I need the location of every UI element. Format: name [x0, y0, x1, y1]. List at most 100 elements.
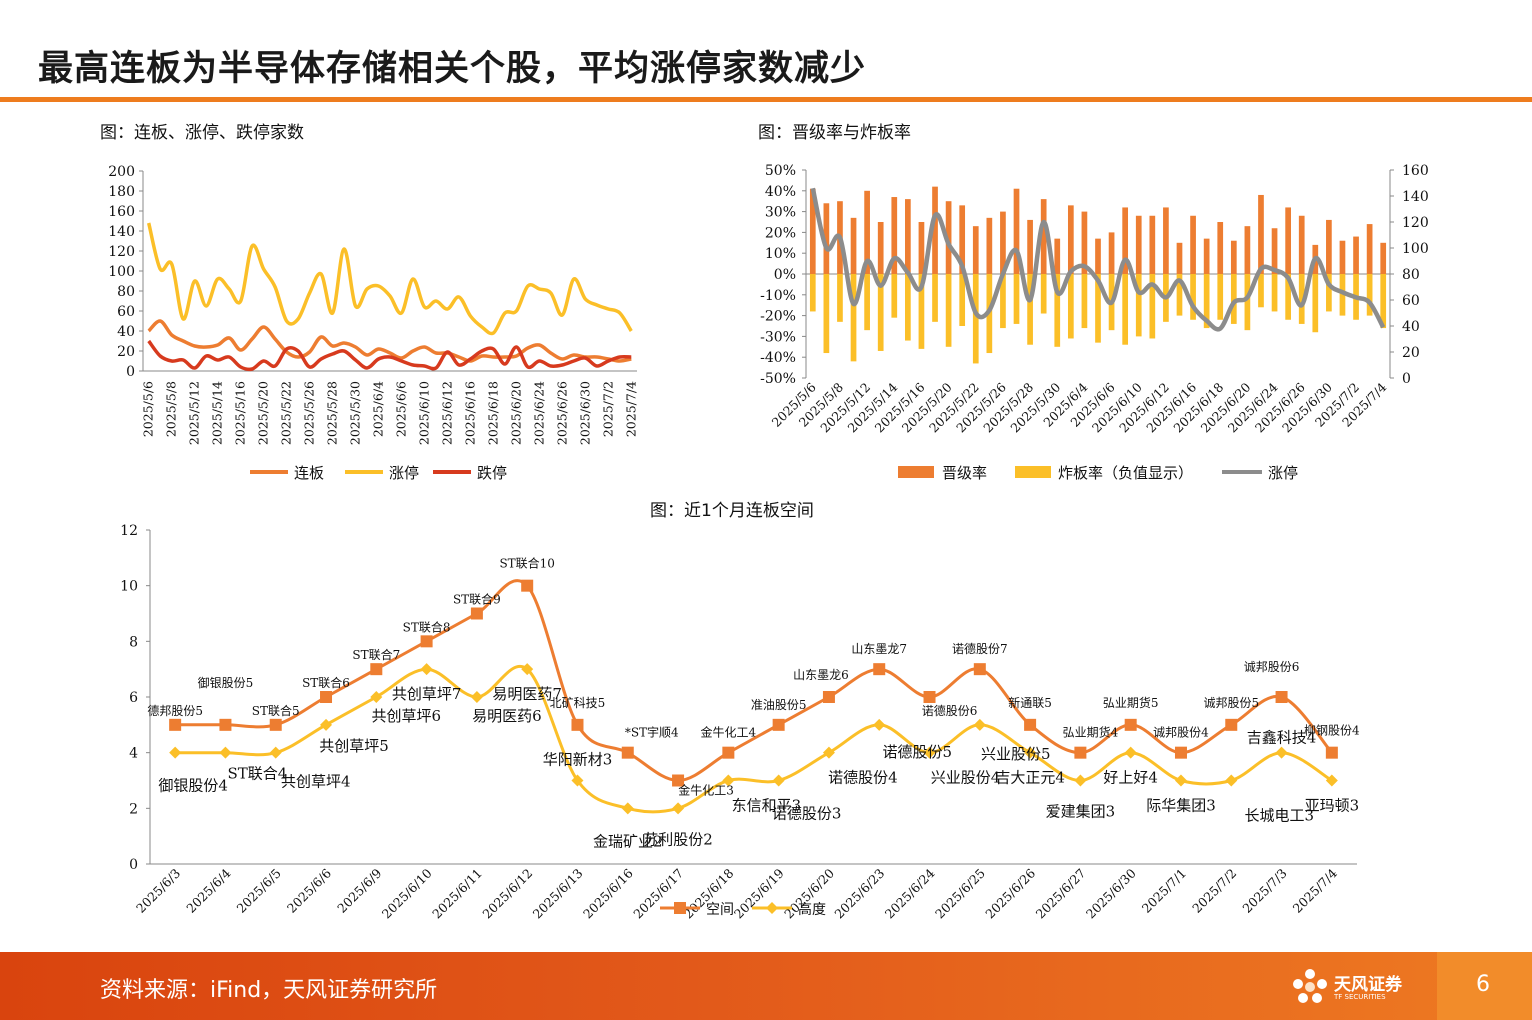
y-tick-label: 20: [117, 344, 135, 360]
bar: [945, 201, 952, 274]
data-label: ST联合4: [228, 765, 288, 783]
bar: [1040, 199, 1047, 274]
x-tick-label: 2025/6/18: [485, 381, 500, 445]
left-tick-label: 40%: [765, 184, 796, 200]
data-marker: [420, 635, 433, 648]
x-tick-label: 2025/6/27: [1033, 865, 1089, 921]
data-marker: [873, 718, 886, 731]
data-marker: [1074, 774, 1087, 787]
data-label: 亚玛顿3: [1305, 797, 1360, 815]
right-tick-label: 140: [1402, 189, 1429, 205]
data-marker: [923, 746, 936, 759]
data-marker: [169, 718, 182, 731]
y-tick-label: 2: [129, 801, 138, 817]
data-label: 诚邦股份4: [1153, 726, 1209, 740]
bar: [1095, 274, 1101, 343]
bar: [1040, 274, 1047, 314]
data-label: 德邦股份5: [147, 703, 203, 718]
bar: [1339, 274, 1346, 316]
source-note: 资料来源：iFind，天风证券研究所: [100, 978, 438, 1003]
bar: [809, 188, 816, 274]
data-marker: [973, 663, 986, 676]
x-tick-label: 2025/6/23: [831, 865, 887, 921]
bar: [918, 222, 925, 274]
right-tick-label: 20: [1402, 345, 1420, 361]
bar: [1244, 274, 1251, 331]
data-label: 诺德股份5: [882, 743, 952, 761]
x-tick-label: 2025/5/14: [210, 381, 225, 445]
bar: [1013, 274, 1020, 324]
data-marker: [470, 691, 483, 703]
x-tick-label: 2025/5/8: [164, 381, 179, 437]
data-label: ST联合7: [352, 647, 400, 662]
bar: [1000, 211, 1006, 274]
bar: [1298, 274, 1305, 324]
data-label: 共创草坪4: [281, 773, 351, 791]
y-tick-label: 180: [108, 184, 135, 200]
data-label: ST联合8: [403, 619, 451, 634]
bar: [986, 217, 993, 274]
bar: [1135, 274, 1142, 337]
y-tick-label: 100: [108, 264, 135, 280]
bar: [1163, 207, 1169, 274]
bar: [972, 226, 979, 274]
logo-name: 天风证券: [1334, 975, 1402, 995]
left-tick-label: 30%: [765, 205, 796, 221]
x-tick-label: 2025/7/4: [623, 381, 638, 437]
flower-logo-icon: [1293, 969, 1327, 1003]
x-tick-label: 2025/6/10: [379, 865, 435, 921]
x-tick-label: 2025/6/26: [554, 381, 569, 445]
x-tick-label: 2025/6/30: [1083, 865, 1139, 921]
legend-label: 涨停: [1268, 464, 1298, 482]
right-tick-label: 120: [1402, 215, 1429, 231]
bar: [945, 274, 952, 347]
bar: [1230, 240, 1237, 274]
data-label: 弘业期货5: [1103, 695, 1159, 710]
data-label: 长城电工3: [1244, 807, 1314, 825]
bar: [1353, 236, 1359, 274]
data-marker: [873, 663, 886, 676]
bar: [877, 222, 884, 274]
bar: [1203, 238, 1210, 274]
legend-marker: [674, 902, 686, 914]
left-tick-label: -50%: [760, 371, 796, 387]
x-tick-label: 2025/5/22: [279, 381, 294, 445]
x-tick-label: 2025/6/19: [731, 865, 787, 921]
bar: [1190, 274, 1196, 320]
data-marker: [420, 663, 433, 676]
data-marker: [370, 663, 383, 676]
bar: [1285, 207, 1291, 274]
data-marker: [772, 774, 785, 787]
x-tick-label: 2025/6/16: [462, 381, 477, 445]
data-label: 吉鑫科技4: [1247, 729, 1317, 747]
data-label: 共创草坪6: [372, 707, 442, 725]
page-title: 最高连板为半导体存储相关个股，平均涨停家数减少: [38, 49, 867, 89]
data-marker: [169, 746, 182, 759]
bar: [1285, 274, 1291, 320]
legend-label: 晋级率: [942, 464, 987, 482]
bar: [1258, 274, 1264, 308]
bar: [905, 199, 911, 274]
bar: [891, 274, 898, 318]
bar: [1027, 274, 1033, 345]
data-marker: [672, 774, 685, 787]
data-marker: [1024, 718, 1037, 731]
bar: [1312, 274, 1319, 333]
data-label: ST联合5: [252, 703, 300, 718]
x-tick-label: 2025/6/24: [531, 381, 546, 445]
bar: [1122, 274, 1129, 345]
data-label: 苏利股份2: [643, 830, 713, 848]
x-tick-label: 2025/5/30: [348, 381, 363, 445]
left-tick-label: -10%: [760, 288, 796, 304]
bar: [1013, 188, 1020, 274]
data-marker: [571, 718, 584, 731]
x-tick-label: 2025/6/11: [429, 866, 485, 922]
left-tick-label: -30%: [760, 329, 796, 345]
bar: [1271, 228, 1278, 274]
right-tick-label: 0: [1402, 371, 1411, 387]
data-label: 御银股份5: [198, 675, 254, 690]
data-label: 弘业期货4: [1063, 725, 1119, 740]
right-tick-label: 160: [1402, 163, 1429, 179]
legend-swatch: [898, 466, 934, 478]
